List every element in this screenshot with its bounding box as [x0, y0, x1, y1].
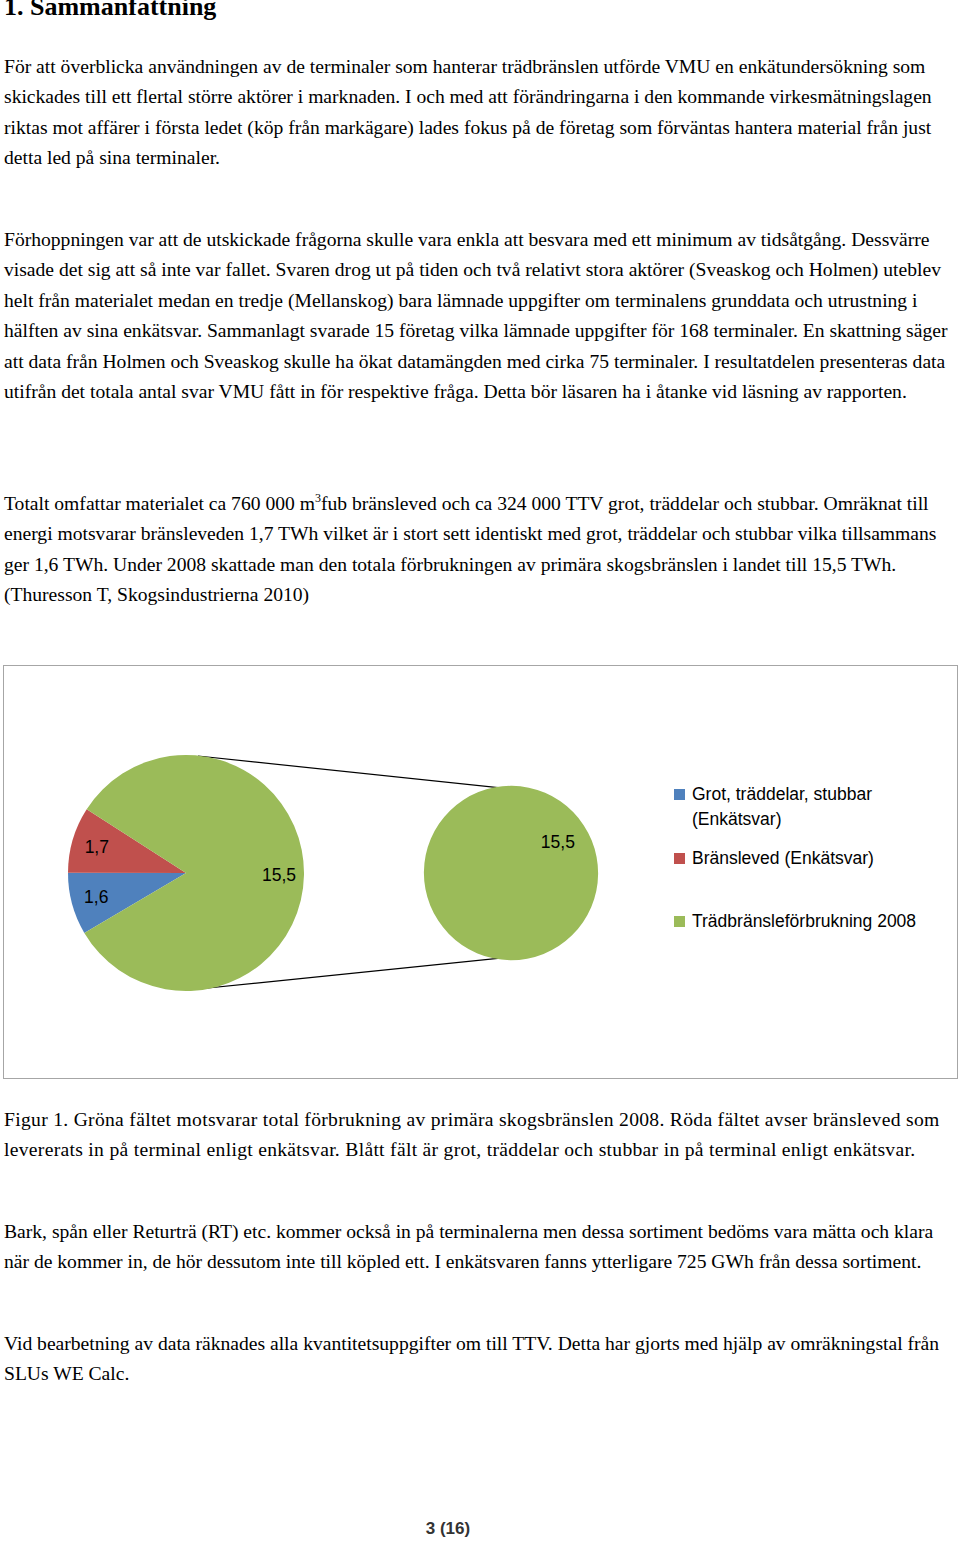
svg-text:15,5: 15,5 — [262, 865, 296, 885]
html-text:Vid bearbetning av data räknad: Vid bearbetning av data räknades alla kv… — [4, 1333, 940, 1385]
html-text:Totalt omfattar materialet ca: Totalt omfattar materialet ca 760 000 m3… — [4, 491, 937, 606]
svg-text:1,6: 1,6 — [84, 887, 108, 907]
html-text:Förhoppningen var att de utski: Förhoppningen var att de utskickade fråg… — [4, 229, 948, 402]
html-text:Grot, träddelar, stubbar (Enkä: Grot, träddelar, stubbar (Enkätsvar) — [692, 784, 872, 829]
html-text:3 (16): 3 (16) — [425, 1519, 471, 1538]
svg-text:1,7: 1,7 — [85, 837, 109, 857]
html-text:Bark, spån eller Returträ (RT): Bark, spån eller Returträ (RT) etc. komm… — [4, 1221, 934, 1273]
html-text:För att överblicka användninge: För att överblicka användningen av de te… — [4, 56, 932, 169]
svg-text:15,5: 15,5 — [541, 832, 575, 852]
html-text:Bränsleved (Enkätsvar): Bränsleved (Enkätsvar) — [692, 848, 874, 868]
html-text:Trädbränsleförbrukning 2008: Trädbränsleförbrukning 2008 — [692, 911, 917, 931]
html-text:Figur 1. Gröna fältet motsvara: Figur 1. Gröna fältet motsvarar total fö… — [4, 1109, 940, 1161]
